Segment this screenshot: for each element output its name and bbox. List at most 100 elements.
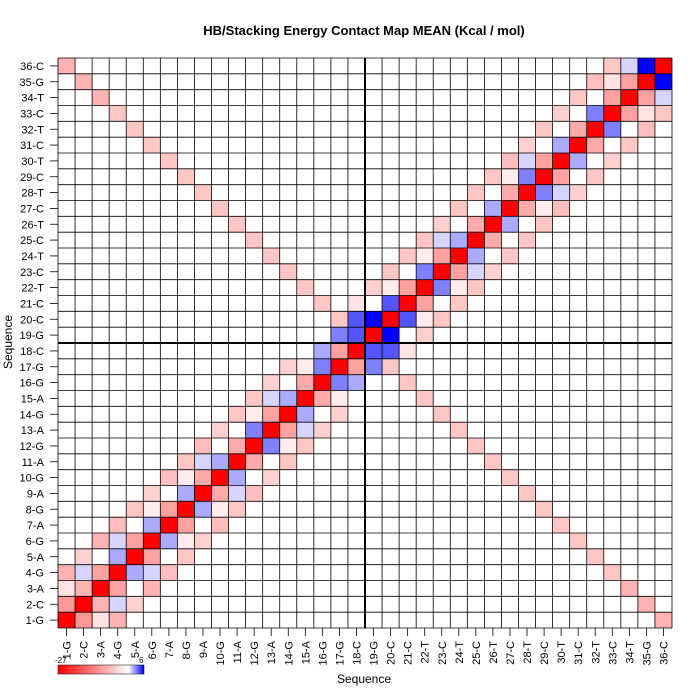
heatmap-cell bbox=[75, 612, 93, 628]
heatmap-cell bbox=[330, 374, 348, 391]
colorbar-min-label: -27 bbox=[55, 656, 67, 665]
heatmap-cell bbox=[433, 311, 451, 328]
heatmap-cell bbox=[262, 390, 280, 407]
heatmap-cell bbox=[501, 248, 519, 264]
colorbar-max-label: 6 bbox=[139, 656, 144, 665]
heatmap-cell bbox=[467, 248, 485, 264]
heatmap-cell bbox=[126, 121, 144, 138]
y-tick-label: 26-T bbox=[21, 219, 44, 231]
heatmap-cell bbox=[654, 89, 672, 106]
heatmap-cell bbox=[160, 501, 178, 518]
heatmap-cell bbox=[126, 596, 144, 613]
x-tick-label: 23-C bbox=[437, 641, 449, 665]
heatmap-cell bbox=[365, 279, 383, 296]
heatmap-cell bbox=[279, 453, 297, 470]
heatmap-cell bbox=[279, 406, 297, 423]
heatmap-cell bbox=[637, 596, 655, 613]
heatmap-cell bbox=[552, 137, 570, 153]
colorbar: -27 6 bbox=[55, 656, 145, 675]
heatmap-cell bbox=[450, 248, 468, 264]
heatmap-cell bbox=[552, 200, 570, 217]
heatmap-cell bbox=[143, 501, 161, 518]
x-tick-labels: 1-G 2-C 3-A 4-G 5-A 6-G 7-A 8-G 9-A 10-G 11-A 12-G 1… bbox=[62, 628, 670, 665]
heatmap-cell bbox=[160, 533, 178, 549]
heatmap-cell bbox=[654, 73, 672, 90]
heatmap-cell bbox=[109, 105, 127, 122]
x-tick-label: 22-T bbox=[420, 641, 432, 664]
heatmap-cell bbox=[109, 612, 127, 628]
heatmap-cell bbox=[143, 564, 161, 581]
heatmap-cell bbox=[382, 311, 400, 328]
heatmap-cell bbox=[245, 453, 263, 470]
y-tick-label: 32-T bbox=[21, 124, 44, 136]
heatmap-cell bbox=[535, 501, 553, 518]
heatmap-cell bbox=[296, 279, 314, 296]
heatmap-cell bbox=[330, 311, 348, 328]
heatmap-cell bbox=[109, 580, 127, 597]
colorbar-gradient bbox=[57, 664, 145, 675]
heatmap-cell bbox=[603, 89, 621, 106]
heatmap-cell bbox=[484, 216, 502, 233]
heatmap-cell bbox=[467, 279, 485, 296]
heatmap-cell bbox=[569, 89, 587, 106]
heatmap-cell bbox=[365, 358, 383, 375]
heatmap-cell bbox=[58, 580, 76, 597]
heatmap-cell bbox=[75, 580, 93, 597]
heatmap-cell bbox=[75, 73, 93, 90]
x-tick-label: 4-G bbox=[113, 641, 125, 659]
x-tick-label: 20-C bbox=[386, 641, 398, 665]
heatmap-cell bbox=[501, 216, 519, 233]
x-tick-label: 19-G bbox=[369, 641, 381, 665]
heatmap-cell bbox=[296, 374, 314, 391]
heatmap-cell bbox=[177, 517, 195, 533]
x-tick-label: 24-T bbox=[454, 641, 466, 664]
heatmap-cell bbox=[262, 248, 280, 264]
y-tick-label: 31-C bbox=[20, 140, 44, 152]
heatmap-cell bbox=[211, 469, 229, 486]
heatmap-cell bbox=[484, 232, 502, 248]
heatmap-cell bbox=[552, 153, 570, 169]
heatmap-cell bbox=[620, 89, 638, 106]
chart-title: HB/Stacking Energy Contact Map MEAN (Kca… bbox=[203, 23, 524, 38]
heatmap-cell bbox=[245, 485, 263, 502]
heatmap-cell bbox=[603, 121, 621, 138]
heatmap-cell bbox=[58, 58, 76, 74]
heatmap-cell bbox=[603, 73, 621, 90]
heatmap-cell bbox=[228, 485, 246, 502]
heatmap-cell bbox=[382, 327, 400, 343]
heatmap-cell bbox=[211, 453, 229, 470]
heatmap-cell bbox=[569, 184, 587, 201]
heatmap-cell bbox=[399, 311, 417, 328]
heatmap-cell bbox=[552, 184, 570, 201]
heatmap-cell bbox=[262, 422, 280, 438]
y-tick-label: 21-C bbox=[20, 298, 44, 310]
heatmap-cell bbox=[637, 89, 655, 106]
x-tick-label: 35-G bbox=[641, 641, 653, 665]
x-tick-label: 29-C bbox=[539, 641, 551, 665]
heatmap-cell bbox=[586, 121, 604, 138]
heatmap-cell bbox=[467, 232, 485, 248]
heatmap-cell bbox=[552, 105, 570, 122]
y-tick-label: 29-C bbox=[20, 172, 44, 184]
heatmap-cell bbox=[296, 358, 314, 375]
heatmap-cell bbox=[365, 343, 383, 359]
heatmap-cell bbox=[518, 137, 536, 153]
heatmap-cell bbox=[450, 232, 468, 248]
heatmap-cell bbox=[177, 469, 195, 486]
heatmap-cell bbox=[637, 121, 655, 138]
heatmap-cell bbox=[416, 279, 434, 296]
y-tick-label: 28-T bbox=[21, 188, 44, 200]
heatmap-cell bbox=[143, 533, 161, 549]
heatmap-cell bbox=[58, 564, 76, 581]
heatmap-cell bbox=[75, 596, 93, 613]
heatmap-cell bbox=[518, 168, 536, 185]
heatmap-cell bbox=[228, 406, 246, 423]
heatmap-cell bbox=[620, 73, 638, 90]
heatmap-cell bbox=[160, 564, 178, 581]
y-tick-label: 9-A bbox=[27, 488, 45, 500]
heatmap-cell bbox=[654, 105, 672, 122]
y-tick-label: 10-G bbox=[20, 473, 44, 485]
x-tick-label: 17-G bbox=[334, 641, 346, 665]
heatmap-cell bbox=[535, 168, 553, 185]
heatmap-cell bbox=[416, 311, 434, 328]
